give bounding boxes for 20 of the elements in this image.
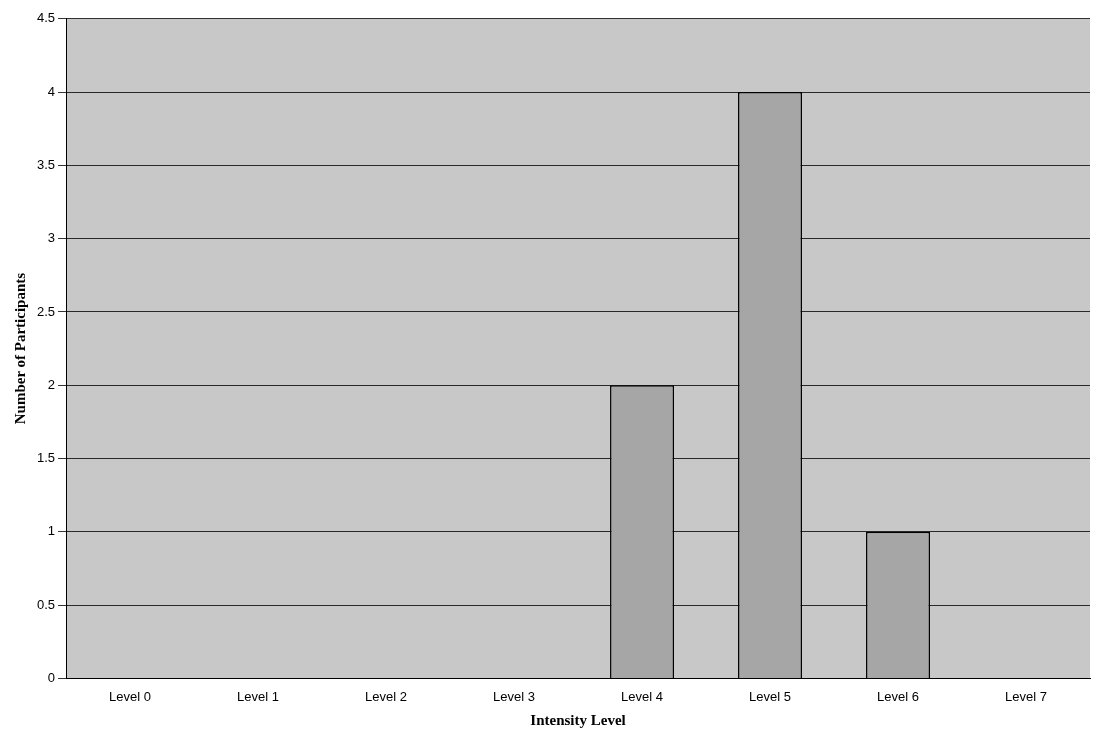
y-tick-label: 2: [47, 376, 56, 392]
y-tick-label: 4: [47, 83, 56, 99]
x-tick-label: Level 1: [237, 688, 280, 704]
y-tick-label: 2.5: [36, 303, 56, 319]
x-tick-label: Level 0: [109, 688, 152, 704]
x-tick-label: Level 5: [749, 688, 791, 704]
x-tick-label: Level 3: [493, 688, 535, 704]
y-tick-label: 1.5: [36, 450, 56, 466]
x-tick-label: Level 4: [621, 688, 663, 704]
x-axis-title: Intensity Level: [530, 711, 626, 728]
y-tick-label: 3.5: [36, 156, 56, 172]
y-tick-label: 0: [47, 669, 56, 685]
x-tick-label: Level 2: [365, 688, 408, 704]
y-tick-label: 4.5: [36, 10, 56, 26]
x-tick-label: Level 6: [877, 688, 919, 704]
y-axis-title: Number of Participants: [11, 272, 28, 425]
x-tick-label: Level 7: [1005, 688, 1047, 704]
y-tick-label: 3: [47, 230, 56, 246]
y-tick-label: 1: [47, 523, 56, 539]
y-tick-label: 0.5: [36, 596, 56, 612]
